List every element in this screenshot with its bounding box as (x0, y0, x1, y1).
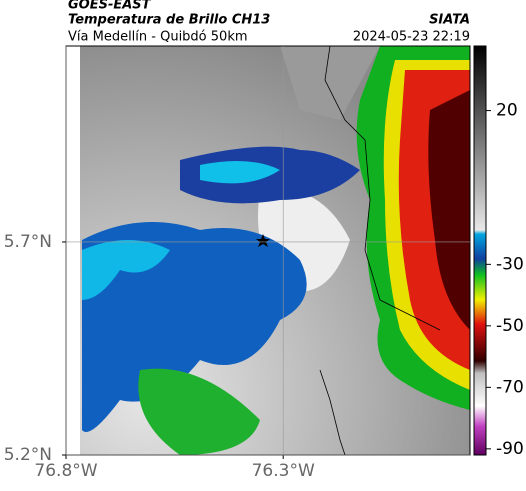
route: Vía Medellín - Quibdó 50km (68, 30, 248, 45)
colorbar-tick-label: -50 (496, 316, 524, 336)
colorbar-tick-label: 20 (496, 101, 518, 121)
y-tick-label: 5.7°N (4, 232, 52, 252)
source: SIATA (429, 13, 470, 28)
colorbar-tick-label: -70 (496, 377, 524, 397)
colorbar (473, 45, 487, 456)
x-tick-label: 76.8°W (34, 461, 97, 481)
location-marker (256, 234, 270, 247)
header: GOES-EAST Temperatura de Brillo CH13 Vía… (68, 0, 470, 45)
x-tick-label: 76.3°W (252, 461, 315, 481)
timestamp: 2024-05-23 22:19 (353, 30, 470, 45)
y-tick-label: 5.2°N (4, 445, 52, 465)
colorbar-tick-label: -30 (496, 254, 524, 274)
colorbar-tick-label: -90 (496, 439, 524, 459)
title: GOES-EAST (68, 0, 152, 13)
subtitle: Temperatura de Brillo CH13 (68, 13, 270, 28)
satellite-image (66, 46, 470, 455)
